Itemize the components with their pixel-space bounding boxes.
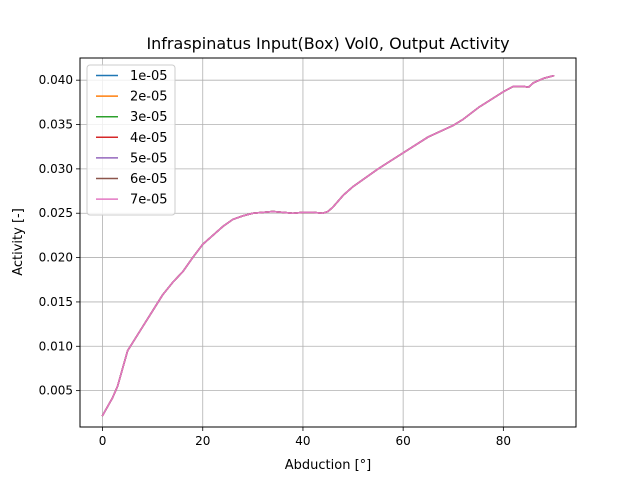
x-tick-label: 80 — [496, 434, 511, 448]
x-tick-label: 20 — [195, 434, 210, 448]
y-tick-label: 0.010 — [39, 339, 73, 353]
y-tick-label: 0.030 — [39, 162, 73, 176]
series-lines — [101, 74, 555, 417]
x-axis-ticks: 0 20 40 60 80 — [99, 427, 511, 448]
legend-entry-label: 5e-05 — [130, 151, 168, 166]
y-tick-label: 0.040 — [39, 73, 73, 87]
y-tick-label: 0.020 — [39, 251, 73, 265]
legend-entry-label: 1e-05 — [130, 69, 168, 84]
legend-entry-label: 3e-05 — [130, 110, 168, 125]
x-axis-label: Abduction [°] — [285, 458, 371, 473]
legend-entry-label: 7e-05 — [130, 193, 168, 208]
y-tick-label: 0.015 — [39, 295, 73, 309]
y-axis-label: Activity [-] — [11, 208, 26, 276]
x-tick-label: 0 — [99, 434, 107, 448]
chart-title: Infraspinatus Input(Box) Vol0, Output Ac… — [146, 34, 509, 53]
plot-frame — [79, 57, 577, 428]
legend-entry-label: 4e-05 — [130, 131, 168, 146]
series-line-7e-05 — [101, 74, 555, 417]
y-tick-label: 0.005 — [39, 384, 73, 398]
y-axis-ticks: 0.005 0.010 0.015 0.020 0.025 0.030 0.035 0.040 — [39, 73, 80, 398]
y-tick-label: 0.025 — [39, 206, 73, 220]
y-tick-label: 0.035 — [39, 118, 73, 132]
legend: 1e-05 2e-05 3e-05 4e-05 5e-05 6e-05 7e-05 — [86, 64, 176, 216]
x-tick-label: 60 — [396, 434, 411, 448]
legend-entry-label: 6e-05 — [130, 172, 168, 187]
legend-entry-label: 2e-05 — [130, 90, 168, 105]
x-tick-label: 40 — [295, 434, 310, 448]
legend-frame — [86, 64, 176, 216]
